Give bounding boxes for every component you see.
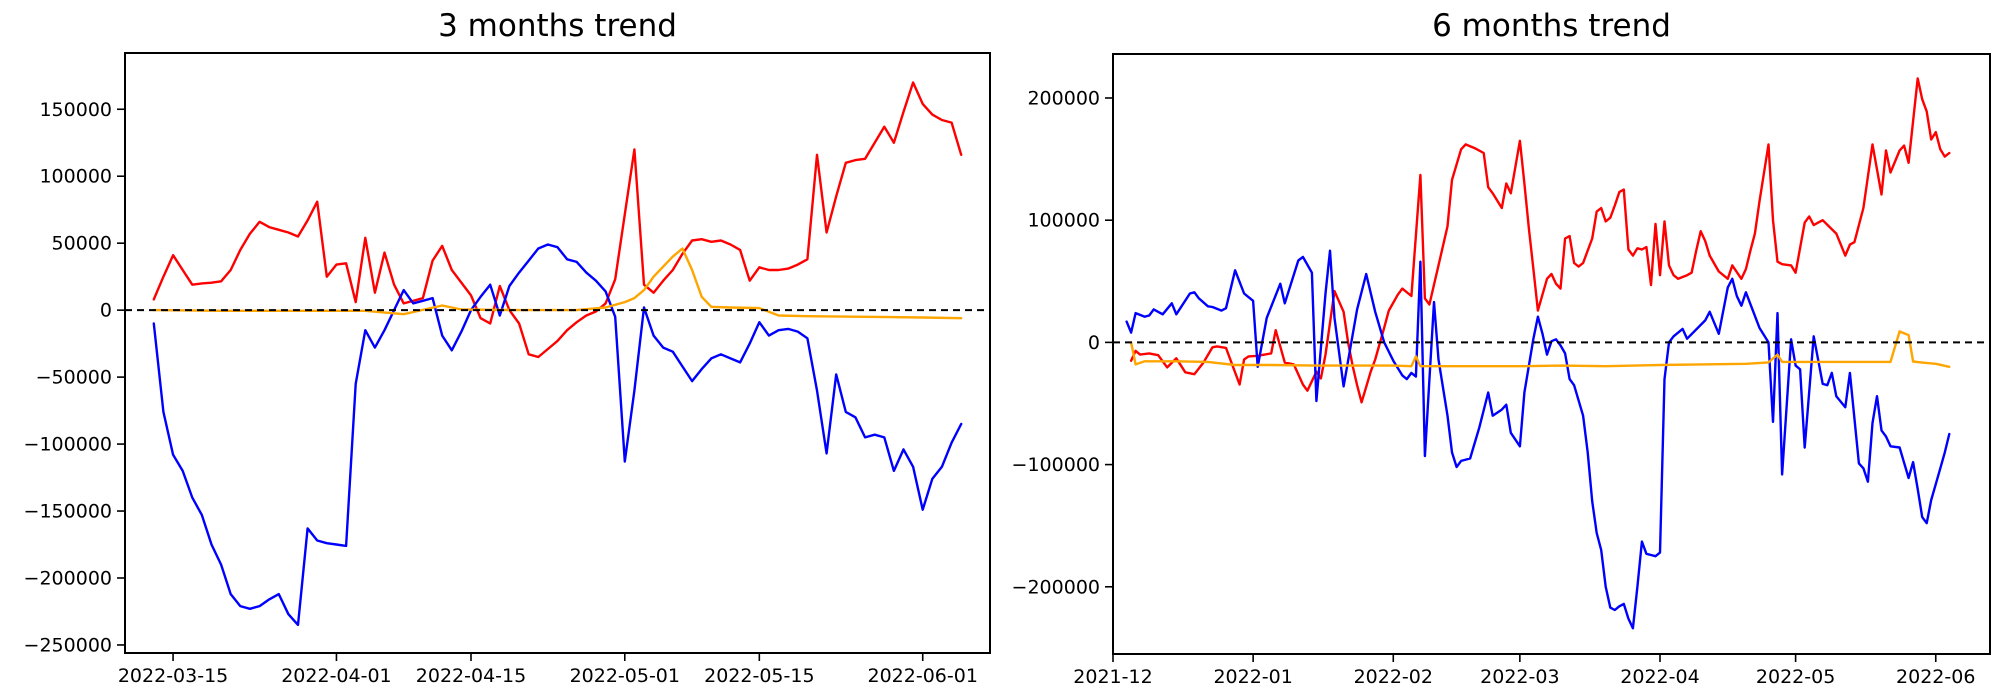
series-orange-line (152, 247, 963, 320)
x-tick-label: 2022-05-15 (704, 665, 814, 687)
y-tick-label: 50000 (52, 233, 112, 255)
x-tick-label: 2022-01 (1213, 666, 1292, 688)
y-tick-label: −200000 (1012, 576, 1100, 598)
chart-6-months-plot: 200000 100000 0 −100000 −200000 2021-12 2022-0… (1012, 53, 1991, 688)
x-tick-label: 2022-06 (1896, 666, 1975, 688)
x-tick-label: 2022-04-15 (416, 665, 526, 687)
x-tick-label: 2022-02 (1354, 666, 1433, 688)
x-tick-label: 2022-04 (1620, 666, 1699, 688)
y-tick-label: 200000 (1027, 87, 1100, 109)
y-tick-label: 100000 (39, 166, 112, 188)
y-tick-label: −50000 (36, 367, 112, 389)
series-red-line (1129, 77, 1951, 404)
chart-title-6-months: 6 months trend (1432, 8, 1671, 44)
y-tick-label: −100000 (1012, 454, 1100, 476)
series-blue-line (152, 243, 963, 627)
x-tick-label: 2022-05-01 (570, 665, 680, 687)
y-tick-label: −150000 (24, 501, 112, 523)
plot-frame (124, 52, 991, 654)
x-tick-label: 2022-05 (1756, 666, 1835, 688)
y-tick-label: 100000 (1027, 210, 1100, 232)
series-orange-line (1129, 330, 1951, 368)
x-tick-label: 2022-06-01 (868, 665, 978, 687)
series-blue-line (1125, 249, 1951, 630)
y-tick-label: 0 (1088, 332, 1100, 354)
y-tick-label: 150000 (39, 99, 112, 121)
y-tick-label: −200000 (24, 568, 112, 590)
y-tick-label: −100000 (24, 434, 112, 456)
x-tick-label: 2022-03-15 (118, 665, 228, 687)
y-tick-label: −250000 (24, 634, 112, 656)
series-red-line (152, 81, 963, 359)
chart-3-months-plot: 150000 100000 50000 0 −50000 −100000 −150000 −2… (24, 52, 991, 687)
x-tick-label: 2021-12 (1073, 666, 1152, 688)
x-tick-label: 2022-04-01 (281, 665, 391, 687)
x-tick-label: 2022-03 (1480, 666, 1559, 688)
plot-frame (1112, 53, 1991, 655)
chart-title-3-months: 3 months trend (438, 8, 677, 44)
y-tick-label: 0 (100, 300, 112, 322)
